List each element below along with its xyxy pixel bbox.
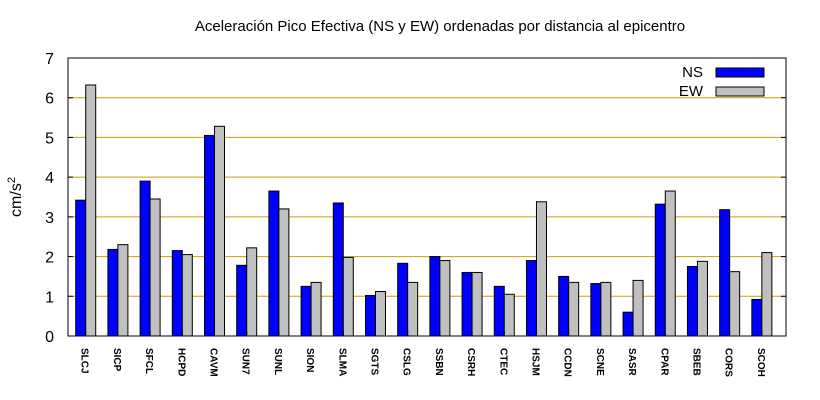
x-tick-label: CTEC bbox=[497, 348, 508, 375]
x-tick-label: HSJM bbox=[529, 348, 540, 376]
x-axis-ticks: SLCJ SICP SFCL HCPD CAVM SUN7 SUNL SION SLMA SGTS… bbox=[79, 331, 766, 377]
x-tick-label: SUNL bbox=[272, 348, 283, 375]
x-tick-label: CPAR bbox=[658, 348, 669, 376]
bar-ns-sgts bbox=[364, 294, 376, 337]
bar-ew-hcpd bbox=[181, 254, 193, 337]
bar-ew-slma bbox=[342, 256, 354, 337]
bar-ns-sun7 bbox=[236, 264, 248, 337]
bar-ns-ssbn bbox=[429, 256, 441, 337]
x-tick-label: HCPD bbox=[175, 348, 186, 376]
x-tick-label: SCOH bbox=[755, 348, 766, 377]
bar-ew-scne bbox=[600, 281, 612, 337]
x-tick-label: SICP bbox=[111, 348, 122, 372]
y-tick-label: 6 bbox=[45, 91, 54, 108]
x-tick-label: SFCL bbox=[143, 348, 154, 374]
bar-ns-ctec bbox=[493, 285, 505, 337]
legend-label-ns: NS bbox=[682, 64, 703, 81]
bar-ns-csrh bbox=[461, 271, 473, 337]
bar-ns-sicp bbox=[107, 248, 119, 337]
y-tick-label: 4 bbox=[45, 170, 54, 187]
bar-ns-cors bbox=[719, 209, 731, 337]
x-tick-label: SBEB bbox=[690, 348, 701, 376]
x-tick-label: CAVM bbox=[207, 348, 218, 377]
y-tick-label: 7 bbox=[45, 51, 54, 68]
y-tick-label: 0 bbox=[45, 329, 54, 346]
bar-ns-cpar bbox=[654, 203, 666, 337]
x-tick-label: SION bbox=[304, 348, 315, 372]
bar-ew-cslg bbox=[407, 281, 419, 337]
x-tick-label: CSLG bbox=[401, 348, 412, 376]
x-tick-label: SLCJ bbox=[79, 348, 90, 374]
legend-swatch-ns bbox=[715, 67, 765, 78]
bar-ns-scoh bbox=[751, 298, 763, 337]
legend-label-ew: EW bbox=[679, 83, 704, 100]
bars bbox=[75, 84, 773, 337]
y-tick-label: 2 bbox=[45, 250, 54, 267]
y-axis-ticks: 0 1 2 3 4 5 6 7 bbox=[45, 51, 786, 346]
bar-ns-sasr bbox=[622, 311, 634, 337]
bar-ew-scoh bbox=[761, 252, 773, 337]
x-tick-label: SCNE bbox=[594, 348, 605, 376]
chart-title: Aceleración Pico Efectiva (NS y EW) orde… bbox=[195, 18, 685, 35]
bar-ew-sasr bbox=[632, 279, 644, 337]
x-tick-label: SSBN bbox=[433, 348, 444, 376]
bar-ew-cors bbox=[729, 271, 741, 337]
legend: NS EW bbox=[679, 64, 765, 100]
bar-ns-sunl bbox=[268, 190, 280, 337]
bar-ew-sgts bbox=[374, 291, 386, 337]
bar-ew-sun7 bbox=[246, 247, 258, 337]
x-tick-label: SLMA bbox=[336, 348, 347, 376]
bar-ew-cpar bbox=[664, 190, 676, 337]
bar-ns-hsjm bbox=[525, 260, 537, 337]
bar-ns-hcpd bbox=[171, 250, 183, 337]
bar-ew-cavm bbox=[213, 125, 225, 337]
x-tick-label: CSRH bbox=[465, 348, 476, 376]
y-tick-label: 1 bbox=[45, 289, 54, 306]
bar-ew-sicp bbox=[117, 244, 129, 337]
bar-ew-sion bbox=[310, 281, 322, 337]
y-tick-label: 5 bbox=[45, 130, 54, 147]
bar-ew-slcj bbox=[85, 84, 97, 337]
bar-ns-scne bbox=[590, 283, 602, 337]
y-axis-label-superscript: 2 bbox=[6, 177, 18, 183]
x-tick-label: CORS bbox=[723, 348, 734, 377]
bar-ns-sbeb bbox=[686, 266, 698, 337]
bar-ns-cavm bbox=[203, 134, 215, 337]
x-tick-label: CCDN bbox=[562, 348, 573, 377]
legend-swatch-ew bbox=[715, 86, 765, 97]
x-tick-label: SGTS bbox=[368, 348, 379, 376]
bar-ns-cslg bbox=[397, 262, 409, 337]
y-axis-label: cm/s2 bbox=[6, 177, 25, 217]
bar-ns-slcj bbox=[75, 199, 87, 337]
bar-ew-ccdn bbox=[568, 281, 580, 337]
bar-ns-sion bbox=[300, 285, 312, 337]
plot-frame bbox=[67, 57, 787, 337]
y-tick-label: 3 bbox=[45, 210, 54, 227]
bar-ns-slma bbox=[332, 202, 344, 337]
bar-ew-sunl bbox=[278, 208, 290, 337]
x-tick-label: SASR bbox=[626, 348, 637, 377]
bar-ew-csrh bbox=[471, 271, 483, 337]
bar-ew-ctec bbox=[503, 293, 515, 337]
bar-ew-ssbn bbox=[439, 260, 451, 337]
x-tick-label: SUN7 bbox=[240, 348, 251, 375]
bar-ns-ccdn bbox=[558, 275, 570, 337]
bar-ew-sbeb bbox=[696, 260, 708, 337]
bar-ew-sfcl bbox=[149, 198, 161, 337]
bar-ew-hsjm bbox=[535, 201, 547, 337]
bar-ns-sfcl bbox=[139, 180, 151, 337]
